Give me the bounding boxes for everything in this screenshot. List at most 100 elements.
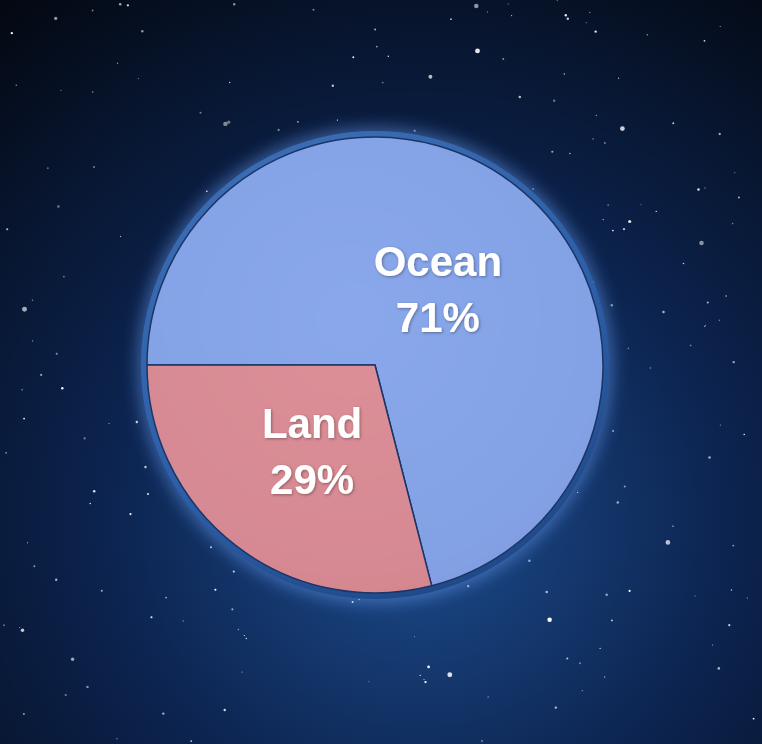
star bbox=[227, 121, 230, 124]
star bbox=[120, 236, 121, 237]
star bbox=[5, 452, 7, 454]
star bbox=[92, 10, 94, 12]
star bbox=[206, 190, 208, 192]
star bbox=[624, 485, 626, 487]
star bbox=[672, 122, 674, 124]
star bbox=[428, 75, 432, 79]
earth bbox=[141, 131, 609, 599]
star bbox=[747, 597, 748, 598]
star bbox=[277, 129, 279, 131]
star bbox=[27, 542, 28, 543]
star bbox=[312, 9, 314, 11]
star bbox=[382, 82, 384, 84]
star bbox=[732, 223, 734, 225]
star bbox=[23, 713, 25, 715]
star bbox=[129, 513, 131, 515]
star bbox=[427, 666, 430, 669]
star bbox=[728, 624, 730, 626]
star bbox=[423, 679, 424, 680]
star bbox=[84, 437, 86, 439]
star bbox=[414, 636, 415, 637]
star bbox=[116, 738, 117, 739]
star bbox=[47, 167, 48, 168]
star bbox=[708, 456, 711, 459]
star bbox=[109, 423, 110, 424]
star bbox=[136, 421, 138, 423]
star bbox=[640, 204, 641, 205]
star bbox=[502, 58, 504, 60]
star bbox=[604, 676, 606, 678]
star bbox=[117, 63, 118, 64]
star bbox=[705, 325, 706, 326]
star bbox=[589, 12, 590, 13]
star bbox=[86, 686, 88, 688]
star bbox=[467, 585, 469, 587]
stars bbox=[3, 0, 754, 742]
labels: Ocean71%Land29% bbox=[262, 238, 502, 503]
slice-value-label: 29% bbox=[270, 456, 354, 503]
star bbox=[650, 367, 651, 368]
star bbox=[65, 694, 67, 696]
star bbox=[704, 326, 705, 327]
star bbox=[3, 624, 5, 626]
star bbox=[566, 658, 568, 660]
star bbox=[71, 658, 74, 661]
star bbox=[725, 295, 727, 297]
star bbox=[183, 620, 184, 621]
star bbox=[210, 546, 212, 548]
star bbox=[332, 85, 334, 87]
star bbox=[656, 211, 657, 212]
star bbox=[553, 100, 555, 102]
star bbox=[93, 166, 94, 167]
star bbox=[719, 319, 721, 321]
star bbox=[611, 304, 614, 307]
star bbox=[731, 589, 733, 591]
star bbox=[165, 597, 167, 599]
star bbox=[586, 22, 587, 23]
star bbox=[32, 299, 33, 300]
star bbox=[555, 707, 557, 709]
star bbox=[23, 418, 25, 420]
star bbox=[547, 618, 552, 623]
earth-glow bbox=[137, 127, 613, 603]
star bbox=[92, 91, 93, 92]
star bbox=[32, 340, 33, 341]
star bbox=[450, 18, 452, 20]
star bbox=[19, 627, 20, 628]
star bbox=[605, 594, 608, 597]
star bbox=[487, 11, 488, 12]
star bbox=[666, 540, 671, 545]
star bbox=[511, 15, 512, 16]
star bbox=[712, 644, 713, 645]
star bbox=[617, 501, 619, 503]
slice-label: Ocean bbox=[374, 238, 502, 285]
star bbox=[388, 55, 389, 56]
star bbox=[611, 619, 613, 621]
star bbox=[238, 629, 240, 631]
star bbox=[672, 526, 673, 527]
star bbox=[420, 675, 421, 676]
star bbox=[753, 718, 755, 720]
star bbox=[704, 40, 706, 42]
star bbox=[127, 4, 129, 6]
star bbox=[54, 17, 57, 20]
star bbox=[424, 681, 426, 683]
star bbox=[718, 667, 721, 670]
star bbox=[55, 579, 57, 581]
star bbox=[33, 565, 35, 567]
star bbox=[21, 629, 24, 632]
star bbox=[596, 115, 597, 116]
star bbox=[720, 424, 721, 425]
star bbox=[223, 122, 227, 126]
star bbox=[242, 671, 243, 672]
star bbox=[214, 589, 216, 591]
star bbox=[569, 153, 570, 154]
star bbox=[141, 30, 143, 32]
star bbox=[620, 126, 625, 131]
star bbox=[662, 311, 664, 313]
star bbox=[557, 0, 558, 1]
star bbox=[719, 133, 721, 135]
star bbox=[374, 29, 376, 31]
star bbox=[594, 30, 596, 32]
star bbox=[690, 345, 692, 347]
